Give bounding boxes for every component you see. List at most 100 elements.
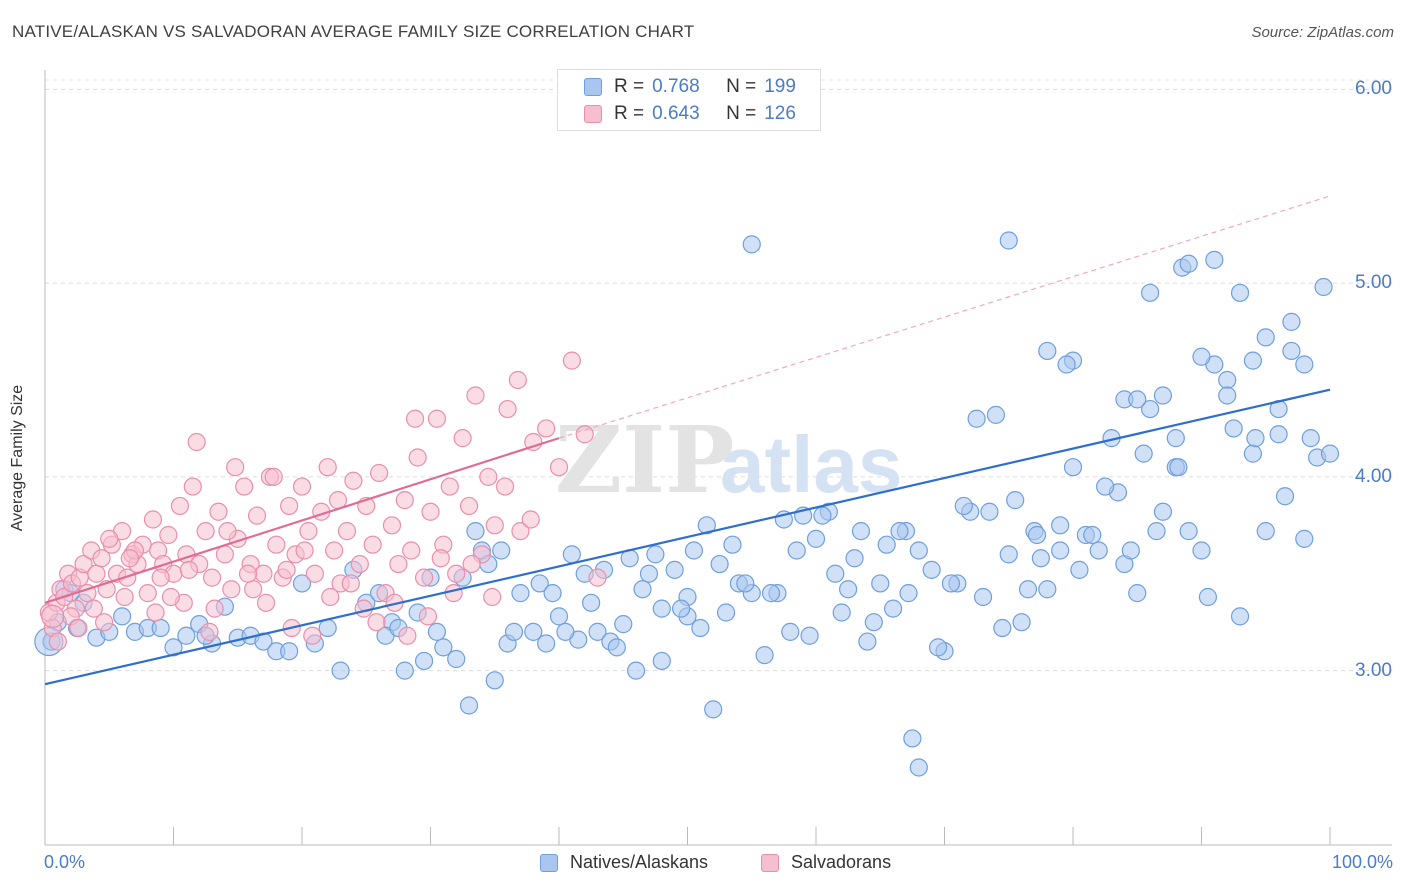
trend-line-natives — [44, 388, 1331, 686]
point-natives — [1179, 522, 1198, 541]
point-natives — [646, 545, 665, 564]
point-salvadorans — [405, 409, 425, 428]
point-natives — [909, 758, 928, 777]
point-natives — [742, 235, 761, 254]
point-salvadorans — [341, 574, 360, 593]
point-salvadorans — [280, 496, 299, 516]
point-natives — [556, 622, 575, 641]
point-salvadorans — [87, 564, 106, 583]
point-salvadorans — [344, 471, 363, 490]
point-salvadorans — [299, 522, 318, 541]
point-salvadorans — [256, 593, 276, 612]
legend-row-salvadorans: R = 0.643 N = 126 — [558, 101, 796, 127]
series-legend-label-natives: Natives/Alaskans — [570, 852, 709, 872]
y-tick-label: 5.00 — [1355, 272, 1392, 294]
point-salvadorans — [508, 370, 527, 390]
point-natives — [839, 580, 858, 599]
point-salvadorans — [200, 622, 219, 641]
legend-r-label: R = — [614, 76, 645, 97]
point-natives — [999, 545, 1018, 564]
point-natives — [1230, 607, 1250, 626]
point-natives — [1012, 613, 1031, 632]
point-natives — [826, 564, 845, 583]
point-natives — [112, 607, 132, 626]
point-salvadorans — [389, 554, 408, 574]
series-legend-swatch-salvadorans — [761, 853, 779, 872]
point-salvadorans — [115, 587, 134, 607]
source-label: Source: ZipAtlas.com — [1251, 24, 1394, 41]
point-natives — [1230, 283, 1250, 302]
point-natives — [691, 618, 710, 638]
point-natives — [1243, 351, 1263, 370]
point-natives — [1320, 444, 1340, 463]
legend-swatch-natives — [584, 78, 602, 96]
point-salvadorans — [247, 506, 267, 525]
point-natives — [781, 622, 800, 641]
point-salvadorans — [588, 568, 607, 587]
point-salvadorans — [498, 399, 517, 419]
point-natives — [883, 599, 903, 618]
point-natives — [1140, 283, 1160, 302]
point-natives — [1246, 429, 1265, 448]
point-natives — [1057, 355, 1076, 374]
point-natives — [980, 502, 999, 521]
legend-r-label: R = — [614, 103, 645, 124]
point-salvadorans — [462, 554, 481, 574]
point-natives — [671, 599, 691, 618]
point-salvadorans — [370, 463, 389, 483]
point-natives — [954, 496, 973, 516]
y-tick-label: 6.00 — [1355, 78, 1392, 100]
point-salvadorans — [202, 568, 222, 587]
watermark-zip: ZIP — [555, 406, 734, 514]
x-tick-label-min: 0.0% — [44, 852, 86, 872]
point-natives — [164, 638, 183, 657]
point-natives — [1205, 250, 1224, 269]
point-natives — [967, 409, 986, 428]
legend-n-value: 199 — [764, 76, 796, 97]
point-natives — [459, 696, 479, 715]
point-natives — [524, 622, 543, 641]
point-salvadorans — [48, 632, 67, 651]
point-natives — [1128, 584, 1147, 603]
series-legend-label-salvadorans: Salvadorans — [791, 852, 892, 872]
point-natives — [871, 574, 890, 593]
series-legend-salvadorans: Salvadorans — [761, 852, 891, 873]
point-salvadorans — [453, 429, 472, 448]
point-salvadorans — [350, 554, 369, 574]
point-natives — [986, 405, 1006, 424]
series-legend: Natives/Alaskans Salvadorans — [0, 852, 1406, 876]
point-natives — [1070, 560, 1089, 579]
point-natives — [1192, 541, 1211, 560]
point-salvadorans — [421, 502, 440, 521]
point-salvadorans — [479, 467, 498, 486]
point-natives — [665, 560, 684, 579]
point-natives — [1051, 516, 1070, 535]
point-natives — [710, 554, 729, 574]
point-salvadorans — [363, 535, 382, 554]
point-natives — [1018, 580, 1038, 599]
point-salvadorans — [537, 419, 556, 438]
watermark-atlas: atlas — [720, 420, 902, 509]
point-natives — [447, 649, 466, 669]
point-natives — [639, 564, 659, 583]
point-natives — [909, 541, 928, 560]
point-salvadorans — [418, 607, 438, 626]
point-salvadorans — [179, 560, 199, 579]
legend-row-natives: R = 0.768 N = 199 — [558, 74, 796, 100]
point-natives — [466, 522, 485, 541]
point-salvadorans — [511, 522, 530, 541]
point-natives — [1128, 390, 1147, 409]
point-salvadorans — [444, 584, 463, 603]
point-natives — [434, 638, 453, 657]
point-natives — [427, 622, 447, 641]
point-salvadorans — [161, 587, 181, 607]
point-natives — [1218, 370, 1237, 390]
point-natives — [151, 618, 170, 638]
point-natives — [1083, 525, 1102, 545]
point-salvadorans — [414, 568, 434, 587]
point-salvadorans — [459, 496, 479, 516]
point-salvadorans — [447, 564, 466, 583]
point-salvadorans — [549, 458, 569, 477]
